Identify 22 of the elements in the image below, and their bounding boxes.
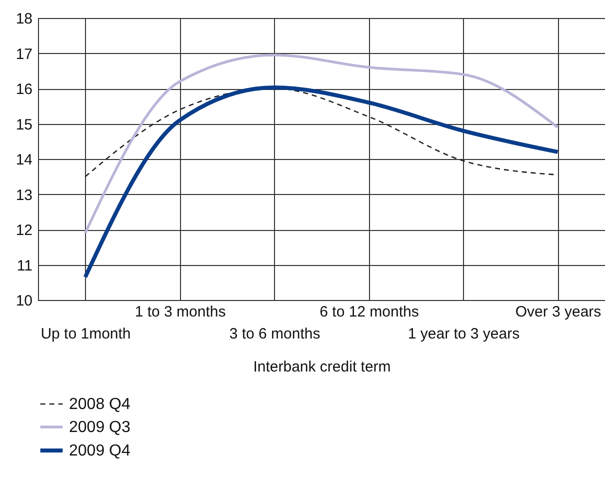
line-series	[84, 88, 558, 178]
x-tick-label: 1 to 3 months	[134, 304, 226, 320]
y-tick-label: 12	[16, 222, 32, 239]
x-tick-label: 3 to 6 months	[229, 326, 320, 342]
line-series	[83, 85, 560, 280]
y-tick-label: 15	[16, 116, 32, 134]
x-tick-label: 1 year to 3 years	[408, 326, 520, 342]
y-tick-label: 17	[16, 46, 32, 63]
y-tick-label: 10	[16, 292, 32, 310]
legend-label: 2008 Q4	[69, 396, 130, 413]
x-tick-label: Up to 1month	[40, 326, 131, 342]
line-series	[84, 54, 560, 234]
legend-label: 2009 Q4	[69, 442, 130, 460]
y-tick-label: 14	[16, 152, 32, 168]
y-tick-label: 13	[16, 186, 32, 204]
y-tick-label: 16	[16, 81, 32, 98]
y-tick-label: 18	[16, 10, 32, 28]
y-tick-label: 11	[16, 257, 32, 274]
x-axis-title: Interbank credit term	[253, 358, 391, 376]
legend-label: 2009 Q3	[69, 419, 130, 436]
x-tick-label: 6 to 12 months	[320, 304, 419, 320]
x-tick-label: Over 3 years	[515, 304, 602, 320]
